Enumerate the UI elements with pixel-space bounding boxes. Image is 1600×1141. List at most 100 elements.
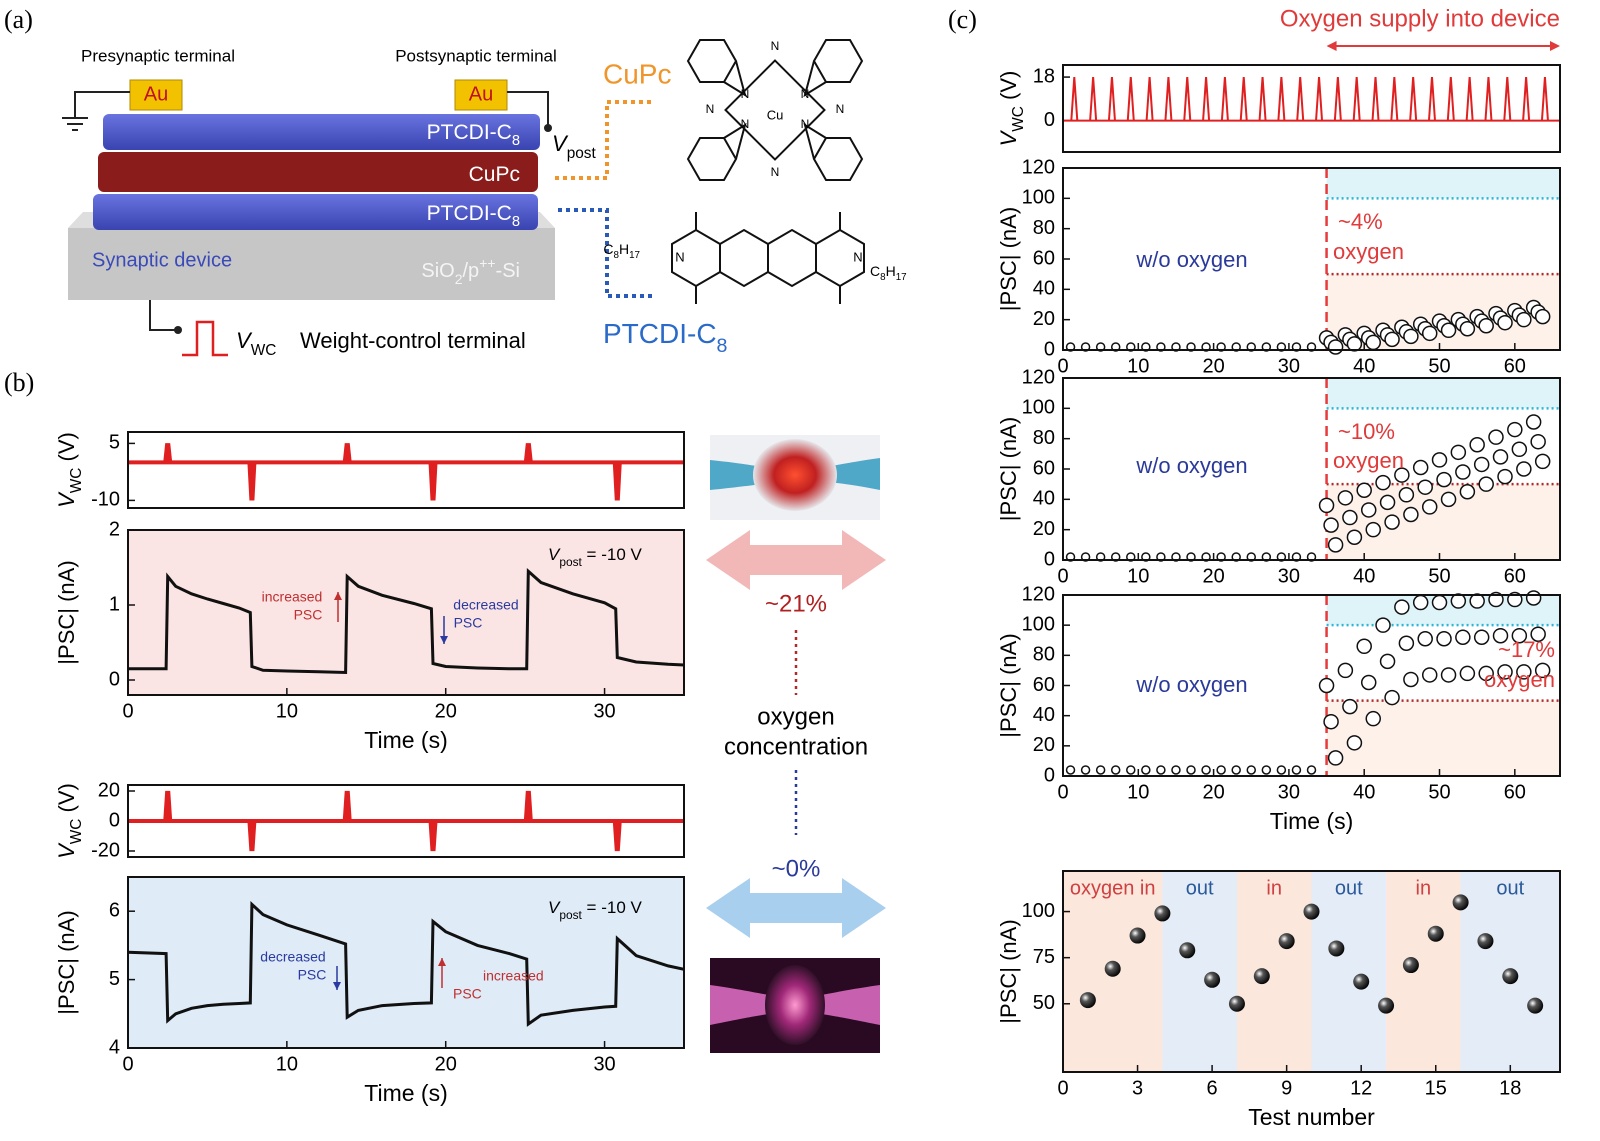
layer	[103, 114, 540, 150]
panel-c-extras: (c)	[948, 5, 977, 34]
point	[1403, 506, 1419, 523]
point	[1502, 968, 1519, 985]
point	[1201, 765, 1211, 775]
x-tick-label: 10	[1127, 355, 1149, 377]
pulse	[1427, 77, 1436, 121]
text-part: post	[559, 908, 582, 922]
pulse	[342, 790, 352, 822]
y-tick-label: 5	[109, 432, 120, 454]
vpost-label: Vpost = -10 V	[548, 545, 642, 569]
y-tick-label: 100	[1022, 900, 1055, 922]
point	[1440, 322, 1457, 339]
annotation: PSC	[453, 986, 482, 1002]
text-part: V	[236, 328, 253, 353]
wire	[149, 300, 178, 331]
x-tick-label: 40	[1353, 355, 1375, 377]
plot-frame	[127, 529, 685, 696]
text-part: SiO	[421, 260, 454, 282]
wire	[74, 91, 130, 118]
x-axis-label: Time (s)	[364, 1080, 447, 1106]
y-tick-label: 100	[1022, 613, 1055, 635]
y-tick-label: 60	[1033, 247, 1055, 269]
atom-label: N	[771, 39, 780, 53]
point	[1360, 674, 1377, 691]
point	[1346, 735, 1363, 751]
annotation: ~4%	[1338, 209, 1383, 234]
y-axis-label: |PSC| (nA)	[996, 919, 1021, 1023]
point	[1384, 689, 1400, 706]
text-part: 8	[614, 250, 620, 261]
y-tick-label: 100	[1022, 187, 1055, 209]
point	[1231, 765, 1241, 775]
text-part: PTCDI-C	[603, 318, 717, 349]
text-part: H	[886, 263, 896, 279]
chart: 4 5 6 0 10 20 30 Time (s) |PSC| (nA) decreased PSC…	[54, 876, 685, 1106]
substrate-label: Synaptic device	[92, 249, 232, 271]
text-part: |PSC|	[54, 608, 79, 665]
point	[1303, 903, 1320, 920]
pulse	[1070, 77, 1079, 121]
region	[1311, 871, 1387, 1072]
text-part: (nA)	[54, 910, 79, 958]
point	[1327, 537, 1344, 553]
plot-frame	[1062, 64, 1561, 153]
point	[1318, 497, 1335, 514]
pulse	[1465, 77, 1474, 121]
text-part: 2	[455, 271, 463, 287]
point	[1365, 521, 1381, 538]
point	[1459, 484, 1476, 500]
pulse	[1409, 77, 1418, 121]
annotation: oxygen	[1484, 667, 1555, 692]
pulse	[1522, 77, 1531, 121]
point	[1459, 321, 1476, 337]
annotation: oxygen	[1333, 448, 1404, 473]
pulse	[1277, 77, 1286, 121]
point	[1318, 677, 1335, 694]
text-part: V	[548, 545, 561, 564]
wire	[507, 91, 549, 128]
point	[1306, 765, 1317, 775]
y-axis-label: |PSC| (nA)	[996, 633, 1021, 737]
y-tick-label: 5	[109, 968, 120, 990]
point	[1156, 765, 1166, 775]
point	[1421, 667, 1438, 683]
point	[1379, 653, 1396, 670]
atom-label: N	[801, 117, 810, 131]
text-part: WC	[1010, 106, 1027, 132]
vpost-label: Vpost = -10 V	[548, 898, 642, 922]
x-tick-label: 9	[1281, 1077, 1292, 1099]
pulse	[1371, 77, 1380, 121]
annotation: ~17%	[1498, 637, 1555, 662]
text-part: PTCDI-C	[427, 121, 512, 144]
pulse	[1333, 77, 1342, 121]
atom-label: N	[741, 117, 750, 131]
text-part: V	[548, 898, 561, 917]
atom-label: N	[853, 249, 862, 264]
x-tick-label: 30	[593, 700, 615, 722]
y-axis-label: |PSC| (nA)	[54, 560, 79, 664]
text-part: |PSC|	[996, 255, 1021, 312]
pulse	[1107, 77, 1116, 121]
point	[1534, 453, 1551, 470]
y-tick-label: 0	[1044, 109, 1055, 131]
annotation: increased	[483, 968, 544, 984]
x-tick-label: 50	[1428, 565, 1450, 587]
pulse	[1484, 77, 1493, 121]
pulse	[1164, 77, 1173, 121]
point	[1398, 487, 1415, 503]
arrow-head	[1550, 41, 1560, 51]
pulse	[1089, 77, 1098, 121]
point	[1141, 765, 1151, 775]
point	[1478, 476, 1494, 492]
x-tick-label: 0	[1057, 565, 1068, 587]
y-tick-label: 75	[1033, 946, 1055, 968]
y-tick-label: 50	[1033, 992, 1055, 1014]
y-tick-label: 20	[1033, 308, 1055, 330]
point	[1450, 444, 1467, 461]
text-part: (V)	[996, 71, 1021, 106]
x-tick-label: 0	[1057, 355, 1068, 377]
y-tick-label: 40	[1033, 278, 1055, 300]
x-tick-label: 3	[1132, 1077, 1143, 1099]
